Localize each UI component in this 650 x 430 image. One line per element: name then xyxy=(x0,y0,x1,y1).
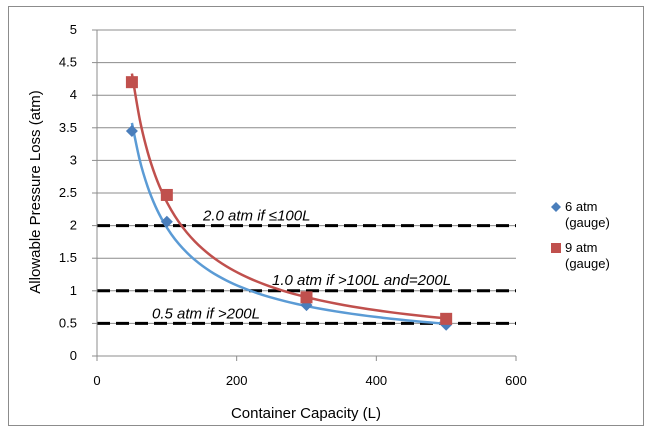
axes xyxy=(92,29,517,361)
point-series-1-3 xyxy=(440,312,453,325)
legend-label-1: 9 atm (gauge) xyxy=(565,240,610,271)
reference-label-0: 2.0 atm if ≤100L xyxy=(202,208,310,225)
legend: 6 atm (gauge) 9 atm (gauge) xyxy=(551,199,610,271)
trend-curve-series-0 xyxy=(130,122,447,326)
y-tick-label-1: 0.5 xyxy=(59,315,77,330)
trend-curves xyxy=(130,73,447,326)
y-tick-label-0: 0 xyxy=(70,348,77,363)
y-tick-label-8: 4 xyxy=(70,87,77,102)
y-tick-label-10: 5 xyxy=(70,22,77,37)
reference-label-1: 1.0 atm if >100L and=200L xyxy=(272,272,451,289)
y-tick-label-9: 4.5 xyxy=(59,55,77,70)
point-series-1-1 xyxy=(160,188,173,201)
reference-label-2: 0.5 atm if >200L xyxy=(152,305,260,322)
point-series-0-0 xyxy=(125,125,138,138)
x-tick-label-1: 200 xyxy=(226,373,248,388)
reference-annotations: 2.0 atm if ≤100L 1.0 atm if >100L and=200… xyxy=(152,208,451,323)
tick-labels: 0 0.5 1 1.5 2 2.5 3 3.5 4 4.5 5 0 200 400 600 xyxy=(59,22,527,388)
trend-curve-series-1 xyxy=(130,73,447,320)
x-tick-label-2: 400 xyxy=(365,373,387,388)
data-markers xyxy=(125,76,453,331)
y-tick-label-2: 1 xyxy=(70,283,77,298)
y-tick-label-7: 3.5 xyxy=(59,120,77,135)
y-axis-title: Allowable Pressure Loss (atm) xyxy=(27,90,44,293)
y-tick-label-4: 2 xyxy=(70,218,77,233)
legend-marker-1 xyxy=(551,243,561,253)
point-series-1-0 xyxy=(125,76,138,89)
x-axis-title: Container Capacity (L) xyxy=(231,405,381,422)
x-tick-label-3: 600 xyxy=(505,373,527,388)
point-series-1-2 xyxy=(300,291,313,304)
legend-label-0: 6 atm (gauge) xyxy=(565,199,610,230)
y-tick-label-3: 1.5 xyxy=(59,250,77,265)
y-tick-label-6: 3 xyxy=(70,152,77,167)
y-tick-label-5: 2.5 xyxy=(59,185,77,200)
point-series-0-1 xyxy=(160,215,173,228)
legend-marker-0 xyxy=(551,202,561,212)
x-tick-label-0: 0 xyxy=(93,373,100,388)
